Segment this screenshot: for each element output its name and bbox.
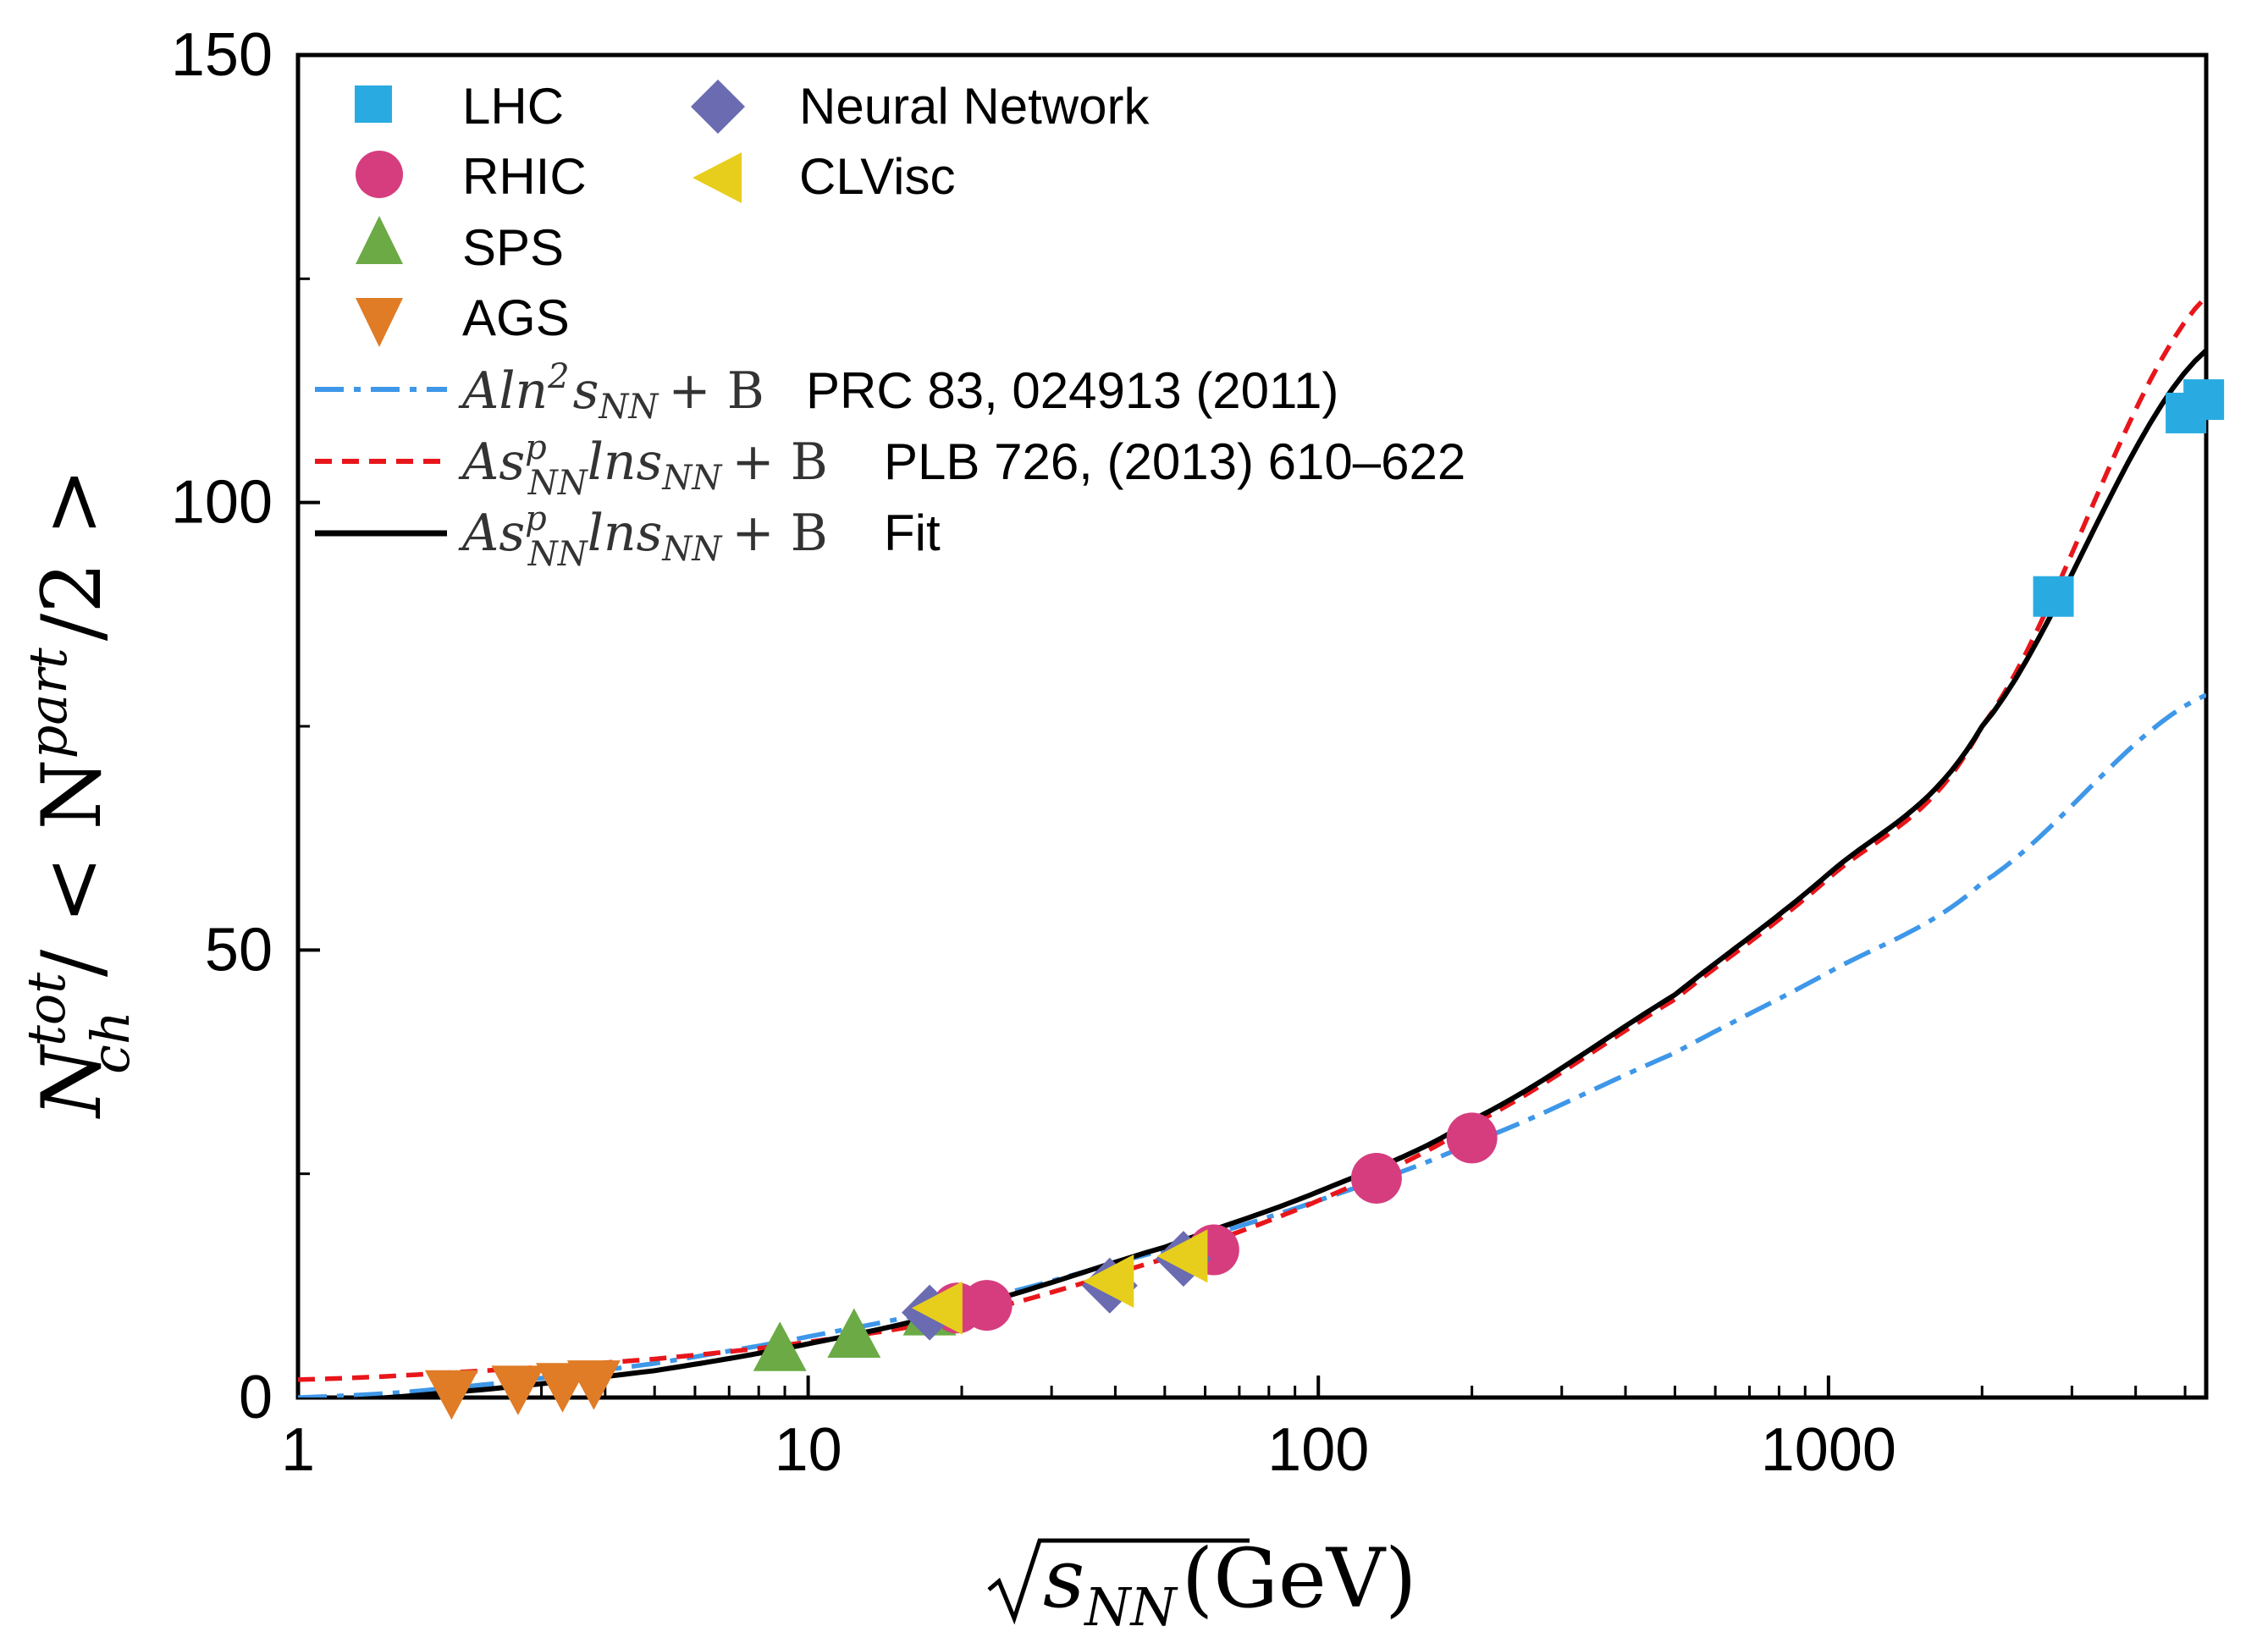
legend-marker-sps (356, 216, 403, 264)
curve-aln2 (298, 692, 2206, 1398)
point-rhic (961, 1280, 1013, 1331)
y-tick-label: 50 (205, 916, 273, 984)
legend-ref-aln2: PRC 83, 024913 (2011) (806, 362, 1338, 419)
point-clvisc (1083, 1254, 1134, 1308)
legend-label-sps: SPS (462, 219, 564, 276)
point-clvisc (911, 1281, 963, 1335)
legend-ref-fit: Fit (884, 504, 941, 561)
legend-formula-aln2: Aln2sNN + B (458, 357, 764, 427)
legend-label-rhic: RHIC (462, 148, 587, 205)
legend-label-neural-network: Neural Network (799, 78, 1150, 135)
svg-text:sNN(GeV): sNN(GeV) (1043, 1531, 1417, 1638)
point-sps (753, 1321, 807, 1371)
fit-curves (298, 295, 2206, 1398)
point-clvisc (1156, 1229, 1208, 1283)
legend-formula-fit: Asp NNlnsNN + B (458, 499, 828, 574)
svg-text:Ntotch/ < Npart/2 >: Ntotch/ < Npart/2 > (15, 468, 141, 1119)
legend-label-clvisc: CLVisc (799, 148, 956, 205)
y-tick-label: 150 (171, 21, 273, 89)
y-tick-label: 100 (171, 469, 273, 537)
legend-marker-lhc (355, 85, 392, 123)
point-rhic (1446, 1112, 1498, 1164)
legend-formula-plb: Asp NNlnsNN + B (458, 428, 828, 503)
legend-marker-ags (356, 298, 403, 347)
axis-ticks: 1 10 100 1000 0 50 100 150 (171, 21, 2187, 1484)
legend-label-ags: AGS (462, 289, 570, 346)
point-ags (424, 1370, 478, 1420)
point-ags (566, 1360, 621, 1410)
legend: LHC RHIC SPS AGS Neural Network CLVisc A… (315, 78, 1465, 574)
legend-ref-plb: PLB 726, (2013) 610–622 (884, 433, 1465, 490)
legend-marker-rhic (356, 151, 403, 198)
y-axis-title: Ntotch/ < Npart/2 > (15, 468, 141, 1119)
x-tick-label: 10 (775, 1416, 842, 1484)
curve-plb (298, 295, 2206, 1382)
curve-fit (345, 348, 2206, 1398)
point-lhc (2033, 576, 2074, 617)
point-sps (827, 1308, 881, 1358)
plot-frame (295, 52, 2209, 1400)
point-lhc (2183, 379, 2225, 421)
legend-marker-neural-network (691, 80, 745, 134)
x-axis-title: sNN(GeV) (987, 1531, 1417, 1638)
y-tick-label: 0 (239, 1364, 273, 1431)
x-tick-label: 100 (1267, 1416, 1369, 1484)
legend-marker-clvisc (693, 152, 742, 203)
data-points (424, 379, 2225, 1420)
point-ags (491, 1365, 545, 1415)
x-tick-label: 1 (281, 1416, 315, 1484)
legend-label-lhc: LHC (462, 78, 564, 135)
x-tick-label: 1000 (1761, 1416, 1896, 1484)
point-rhic (1350, 1152, 1402, 1204)
